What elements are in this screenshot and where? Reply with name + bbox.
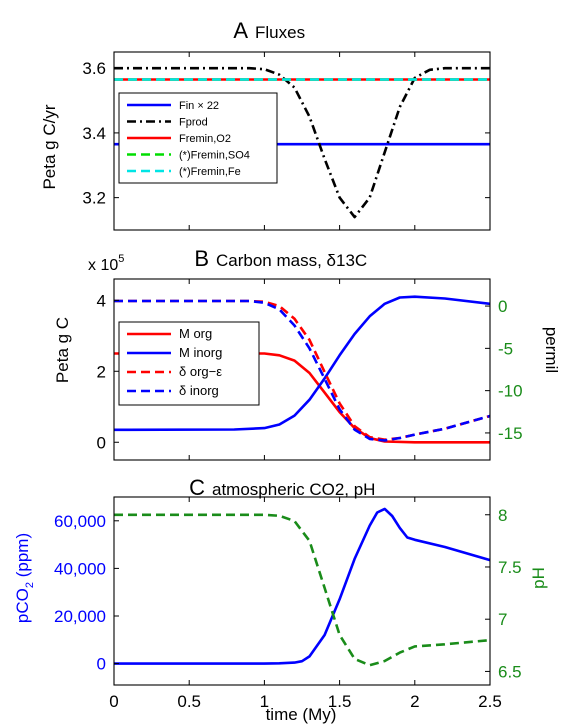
panel-c-xtick-label: 2 bbox=[410, 692, 419, 711]
panel-b-series-4 bbox=[114, 299, 490, 442]
panel-b-axes-box bbox=[113, 278, 491, 461]
panel-b-ytick-label: 4 bbox=[97, 291, 106, 310]
panel-c-plot-area: 0 0.5 1 1.5 2 2.5 0 20,000 40,000 60,000 6.5 7 7.5 8 bbox=[54, 496, 522, 711]
panel-c-ylabel-main: pCO bbox=[13, 588, 32, 623]
panel-a-legend-entry: Fin × 22 bbox=[179, 100, 219, 112]
panel-a-ytick-label: 3.2 bbox=[82, 189, 106, 208]
panel-c-series-1 bbox=[114, 507, 490, 665]
panel-c-y2label: pH bbox=[529, 567, 548, 589]
panel-c-axes-box bbox=[113, 496, 491, 686]
panel-b-legend-entry: δ inorg bbox=[179, 383, 219, 398]
panel-c-ytick-label: 40,000 bbox=[54, 559, 106, 578]
panel-c-y2tick-label: 6.5 bbox=[498, 662, 522, 681]
panel-b-y2tick-label: -5 bbox=[498, 339, 513, 358]
panel-c-xtick-label: 1.5 bbox=[328, 692, 352, 711]
panel-c-ylabel: pCO2 (ppm) bbox=[13, 533, 36, 623]
panel-c-title: atmospheric CO2, pH bbox=[212, 480, 375, 499]
panel-c-ytick-label: 20,000 bbox=[54, 607, 106, 626]
panel-a-ylabel: Peta g C/yr bbox=[40, 104, 59, 189]
panel-c-xlabel: time (My) bbox=[266, 705, 337, 724]
panel-c-letter: C bbox=[189, 475, 205, 500]
panel-b-y2label: permil bbox=[542, 327, 561, 373]
panel-b: B Carbon mass, δ13C x 105 Peta g C permi… bbox=[53, 246, 561, 461]
panel-a-legend-entry: (*)Fremin,Fe bbox=[179, 166, 241, 178]
panel-c-ylabel-tail: (ppm) bbox=[13, 533, 32, 582]
panel-c-ytick-label: 60,000 bbox=[54, 512, 106, 531]
panel-b-letter: B bbox=[194, 246, 209, 271]
panel-a-ytick-label: 3.6 bbox=[82, 59, 106, 78]
panel-a-ytick-label: 3.4 bbox=[82, 124, 106, 143]
panel-b-legend-entry: M org bbox=[179, 326, 212, 341]
panel-b-series-2 bbox=[114, 295, 490, 432]
panel-b-multiplier-exp: 5 bbox=[118, 253, 124, 265]
panel-b-legend-entry: M inorg bbox=[179, 345, 222, 360]
panel-a-plot-area: 3.2 3.4 3.6 Fin × 22 Fprod Fremin,O2 (*)Fremin… bbox=[82, 51, 491, 231]
panel-b-title: Carbon mass, δ13C bbox=[216, 251, 367, 270]
panel-a-title: Fluxes bbox=[255, 23, 305, 42]
panel-c-xtick-label: 1 bbox=[260, 692, 269, 711]
panel-a: A Fluxes Peta g C/yr 3.2 3.4 3.6 Fin × 22 Fp… bbox=[40, 18, 491, 231]
panel-a-legend-entry: Fremin,O2 bbox=[179, 133, 231, 145]
panel-b-y-multiplier: x 105 bbox=[88, 253, 124, 274]
panel-c-ytick-label: 0 bbox=[97, 655, 106, 674]
panel-b-y2tick-label: -15 bbox=[498, 424, 523, 443]
panel-c-y2tick-label: 8 bbox=[498, 506, 507, 525]
panel-b-y2tick-label: -10 bbox=[498, 382, 523, 401]
panel-a-series-2 bbox=[114, 66, 490, 219]
panel-c-ylabel-sub: 2 bbox=[24, 582, 36, 588]
panel-c-xtick-label: 2.5 bbox=[478, 692, 502, 711]
panel-c-xtick-label: 0 bbox=[109, 692, 118, 711]
panel-a-legend-entry: (*)Fremin,SO4 bbox=[179, 150, 250, 162]
panel-a-letter: A bbox=[233, 18, 248, 43]
panel-c: C atmospheric CO2, pH pCO2 (ppm) pH time… bbox=[13, 475, 548, 724]
panel-c-y2tick-label: 7.5 bbox=[498, 558, 522, 577]
panel-b-series-1 bbox=[114, 352, 490, 444]
panel-b-legend-entry: δ org−ε bbox=[179, 364, 222, 379]
panel-b-ytick-label: 2 bbox=[97, 362, 106, 381]
panel-c-y2tick-label: 7 bbox=[498, 610, 507, 629]
panel-a-legend-entry: Fprod bbox=[179, 117, 208, 129]
panel-c-xtick-label: 0.5 bbox=[177, 692, 201, 711]
panel-b-ylabel: Peta g C bbox=[53, 317, 72, 383]
panel-b-ytick-label: 0 bbox=[97, 433, 106, 452]
panel-b-multiplier-base: x 10 bbox=[88, 257, 118, 274]
panel-a-axes-box bbox=[113, 51, 491, 231]
panel-b-plot-area: 0 2 4 0 -5 -10 -15 M org M inorg δ org−ε δ inorg bbox=[97, 278, 523, 461]
panel-b-y2tick-label: 0 bbox=[498, 297, 507, 316]
panel-c-series-2 bbox=[114, 513, 490, 667]
